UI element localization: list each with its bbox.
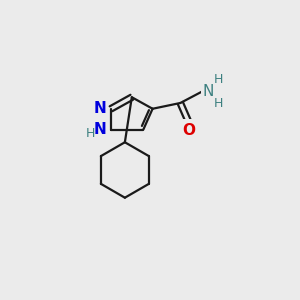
Text: N: N	[93, 122, 106, 137]
Text: N: N	[202, 84, 214, 99]
Bar	[183, 119, 194, 128]
Bar	[96, 104, 108, 113]
Bar	[94, 125, 108, 134]
Text: H: H	[86, 127, 95, 140]
Bar	[201, 85, 217, 96]
Text: N: N	[93, 101, 106, 116]
Text: H: H	[213, 74, 223, 86]
Text: H: H	[213, 97, 223, 110]
Text: O: O	[182, 123, 195, 138]
